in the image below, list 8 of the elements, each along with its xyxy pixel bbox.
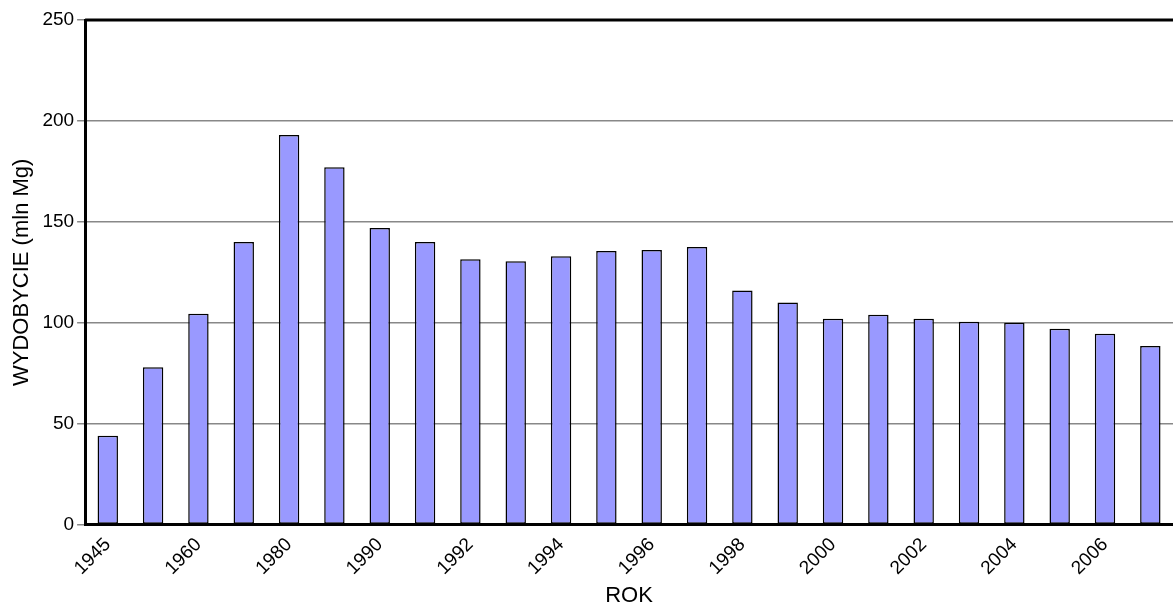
y-tick-label: 50 <box>52 411 75 433</box>
y-tick-label: 250 <box>42 8 75 30</box>
y-axis-title: WYDOBYCIE (mln Mg) <box>8 158 34 386</box>
y-tick-label: 0 <box>63 512 75 534</box>
x-axis-title: ROK <box>605 581 654 607</box>
y-tick-label: 100 <box>42 310 75 332</box>
y-tick-label: 150 <box>42 210 75 232</box>
y-tick-label: 200 <box>42 109 75 131</box>
